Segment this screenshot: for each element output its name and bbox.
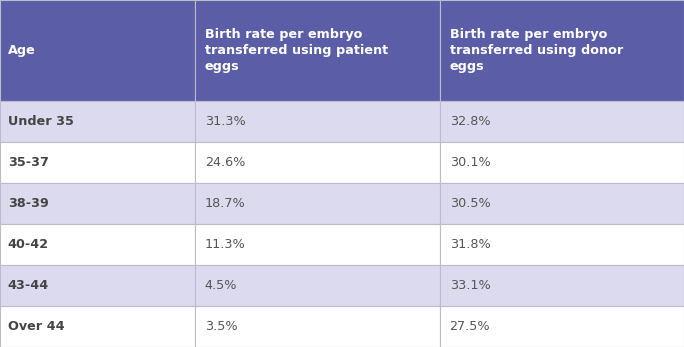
Bar — [440, 0, 684, 101]
Text: 35-37: 35-37 — [8, 156, 49, 169]
Bar — [195, 142, 440, 183]
Text: 32.8%: 32.8% — [449, 115, 490, 128]
Text: 18.7%: 18.7% — [205, 197, 246, 210]
Text: Birth rate per embryo
transferred using patient
eggs: Birth rate per embryo transferred using … — [205, 28, 388, 73]
Bar — [0, 265, 195, 306]
Bar — [0, 101, 195, 142]
Text: Age: Age — [8, 44, 36, 57]
Bar — [440, 142, 684, 183]
Bar — [0, 224, 195, 265]
Bar — [195, 306, 440, 347]
Text: 31.8%: 31.8% — [449, 238, 490, 251]
Bar — [0, 306, 195, 347]
Bar — [440, 306, 684, 347]
Text: 24.6%: 24.6% — [205, 156, 245, 169]
Text: 40-42: 40-42 — [8, 238, 49, 251]
Text: 3.5%: 3.5% — [205, 320, 237, 333]
Text: 11.3%: 11.3% — [205, 238, 246, 251]
Bar — [195, 0, 440, 101]
Bar — [0, 183, 195, 224]
Text: Under 35: Under 35 — [8, 115, 74, 128]
Bar — [0, 0, 195, 101]
Bar — [195, 224, 440, 265]
Text: Birth rate per embryo
transferred using donor
eggs: Birth rate per embryo transferred using … — [449, 28, 623, 73]
Text: 4.5%: 4.5% — [205, 279, 237, 292]
Bar — [195, 101, 440, 142]
Text: 43-44: 43-44 — [8, 279, 49, 292]
Bar — [195, 265, 440, 306]
Bar — [440, 224, 684, 265]
Text: 31.3%: 31.3% — [205, 115, 246, 128]
Text: 27.5%: 27.5% — [449, 320, 490, 333]
Text: 30.1%: 30.1% — [449, 156, 490, 169]
Text: 33.1%: 33.1% — [449, 279, 490, 292]
Bar — [440, 101, 684, 142]
Text: 38-39: 38-39 — [8, 197, 49, 210]
Text: Over 44: Over 44 — [8, 320, 64, 333]
Bar — [440, 183, 684, 224]
Text: 30.5%: 30.5% — [449, 197, 490, 210]
Bar — [0, 142, 195, 183]
Bar — [195, 183, 440, 224]
Bar — [440, 265, 684, 306]
